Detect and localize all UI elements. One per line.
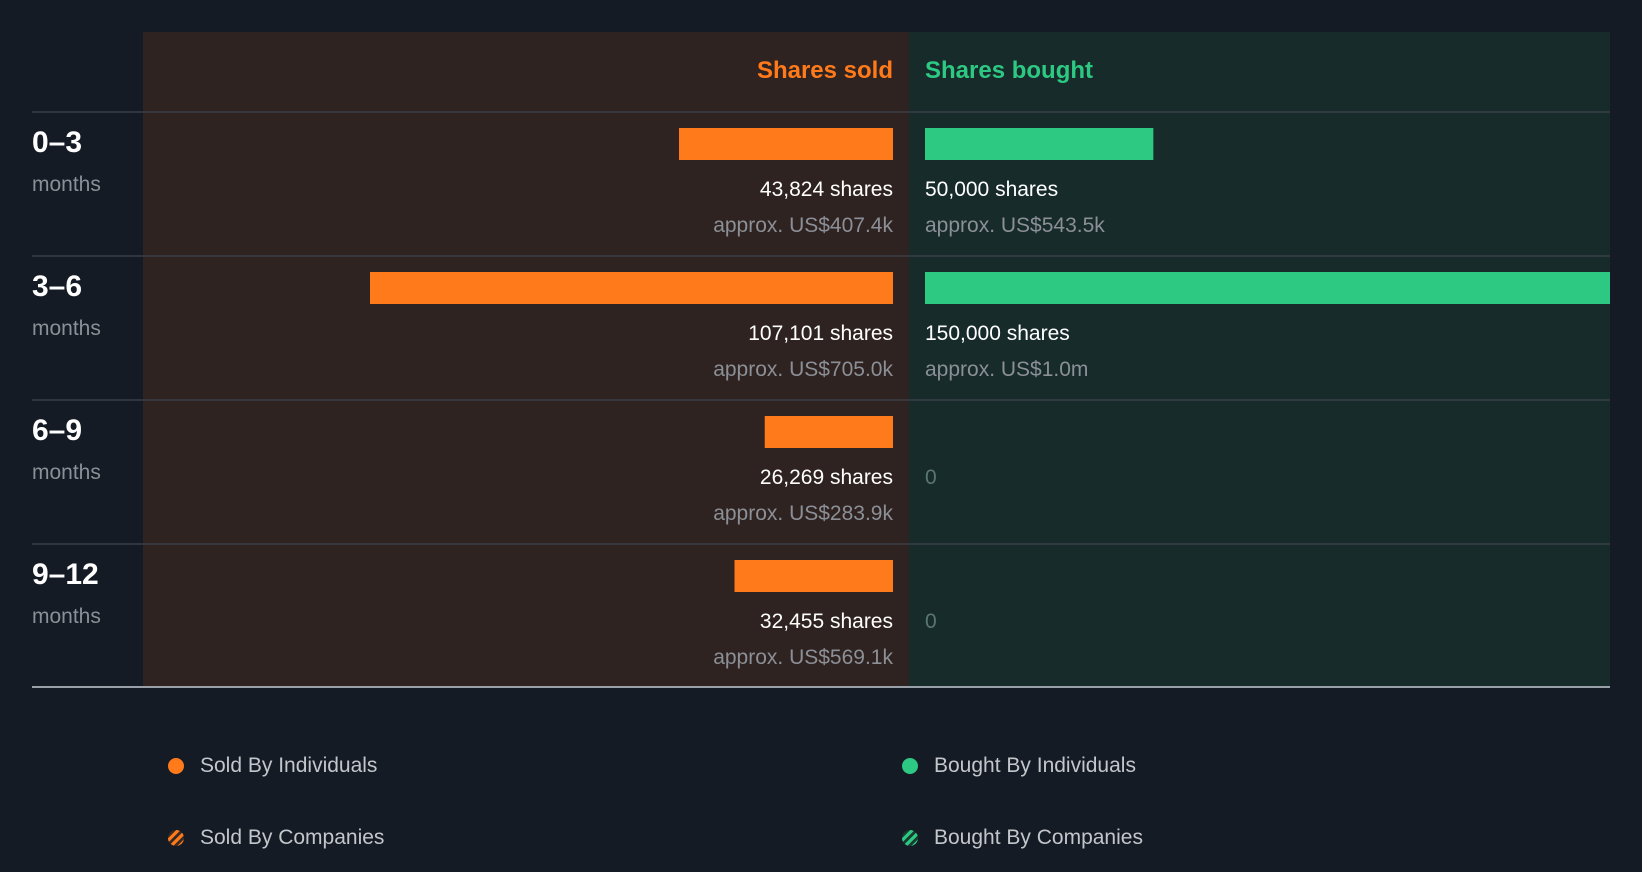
legend-label: Sold By Individuals — [200, 754, 378, 777]
sold-bar — [678, 128, 893, 160]
bought-shares-label: 0 — [925, 466, 937, 489]
sold-value-label: approx. US$569.1k — [713, 646, 893, 669]
period-range: 3–6 — [32, 270, 82, 303]
sold-bar — [764, 416, 893, 448]
sold-shares-label: 43,824 shares — [760, 178, 893, 201]
chart-rows: 0–3 months 43,824 shares approx. US$407.4k 5… — [32, 111, 1610, 669]
legend-label: Sold By Companies — [200, 826, 385, 849]
bought-shares-label: 50,000 shares — [925, 178, 1058, 201]
green-dot-icon — [902, 758, 918, 774]
sold-shares-label: 32,455 shares — [760, 610, 893, 633]
bought-value-label: approx. US$1.0m — [925, 358, 1088, 381]
bought-value-label: approx. US$543.5k — [925, 214, 1105, 237]
sold-bar — [734, 560, 893, 592]
sold-value-label: approx. US$407.4k — [713, 214, 893, 237]
bought-bar — [925, 128, 1154, 160]
legend-label: Bought By Companies — [934, 826, 1143, 849]
legend-item-bought-individuals: Bought By Individuals — [902, 754, 1136, 778]
insider-trading-chart: Shares sold Shares bought 0–3 months 43,82… — [32, 32, 1610, 688]
orange-hatched-dot-icon — [168, 830, 184, 846]
legend-label: Bought By Individuals — [934, 754, 1136, 777]
legend-item-sold-companies: Sold By Companies — [168, 826, 384, 850]
bought-column-title: Shares bought — [925, 57, 1093, 84]
period-range: 6–9 — [32, 414, 82, 447]
legend: Sold By Individuals Bought By Individual… — [0, 700, 1642, 872]
sold-column-title: Shares sold — [757, 57, 893, 84]
legend-item-sold-individuals: Sold By Individuals — [168, 754, 377, 778]
bought-shares-label: 150,000 shares — [925, 322, 1070, 345]
sold-shares-label: 107,101 shares — [748, 322, 893, 345]
period-range: 9–12 — [32, 558, 99, 591]
period-unit: months — [32, 173, 101, 196]
bought-shares-label: 0 — [925, 610, 937, 633]
period-unit: months — [32, 317, 101, 340]
bought-bar — [925, 272, 1610, 304]
sold-shares-label: 26,269 shares — [760, 466, 893, 489]
sold-value-label: approx. US$283.9k — [713, 502, 893, 525]
orange-dot-icon — [168, 758, 184, 774]
sold-bar — [370, 272, 893, 304]
sold-value-label: approx. US$705.0k — [713, 358, 893, 381]
period-range: 0–3 — [32, 126, 82, 159]
green-hatched-dot-icon — [902, 830, 918, 846]
period-unit: months — [32, 461, 101, 484]
period-unit: months — [32, 605, 101, 628]
legend-item-bought-companies: Bought By Companies — [902, 826, 1143, 850]
